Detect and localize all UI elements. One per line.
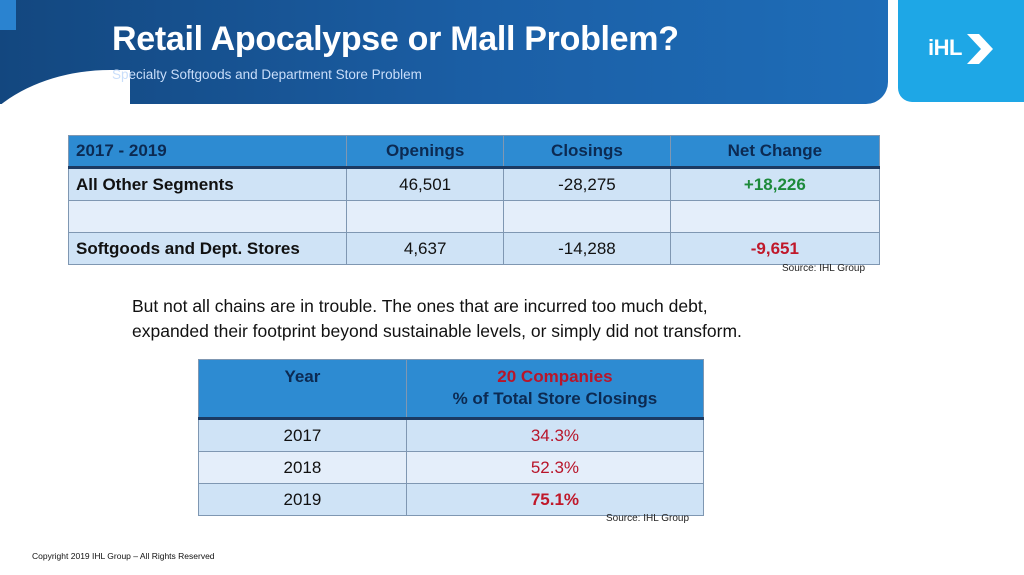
table2-source: Source: IHL Group	[606, 513, 690, 524]
closings-cell: -28,275	[503, 167, 671, 201]
chevron-right-icon	[967, 34, 993, 64]
net-change-cell	[669, 200, 881, 233]
pct-cell: 52.3%	[405, 451, 705, 484]
table-row: All Other Segments 46,501 -28,275 +18,22…	[67, 167, 881, 201]
header-band	[0, 0, 888, 104]
copyright-notice: Copyright 2019 IHL Group – All Rights Re…	[32, 551, 215, 561]
header-openings: Openings	[346, 135, 505, 169]
header-pct: 20 Companies % of Total Store Closings	[405, 359, 705, 420]
closings-cell: -14,288	[503, 232, 671, 265]
closings-cell	[503, 200, 671, 233]
openings-cell: 4,637	[346, 232, 505, 265]
slide-subtitle: Specialty Softgoods and Department Store…	[112, 67, 422, 82]
header-period: 2017 - 2019	[67, 135, 348, 169]
header-net-change: Net Change	[669, 135, 881, 169]
table1-source: Source: IHL Group	[782, 263, 866, 274]
segment-cell: Softgoods and Dept. Stores	[67, 232, 348, 265]
net-change-cell: -9,651	[669, 232, 881, 265]
slide-title: Retail Apocalypse or Mall Problem?	[112, 20, 679, 58]
pct-cell: 75.1%	[405, 483, 705, 516]
segment-cell: All Other Segments	[67, 167, 348, 201]
segment-cell	[67, 200, 348, 233]
header-accent-stripe	[0, 0, 16, 30]
year-cell: 2019	[198, 483, 407, 516]
table-row: 2019 75.1%	[198, 483, 705, 516]
header-pct-subtitle: % of Total Store Closings	[452, 389, 658, 408]
year-cell: 2017	[198, 418, 407, 452]
year-cell: 2018	[198, 451, 407, 484]
net-change-cell: +18,226	[669, 167, 881, 201]
logo-text: iHL	[928, 35, 962, 60]
paragraph-line: But not all chains are in trouble. The o…	[132, 296, 708, 316]
table-row: 2018 52.3%	[198, 451, 705, 484]
closings-share-table: Year 20 Companies % of Total Store Closi…	[198, 359, 705, 516]
table-row	[67, 200, 881, 233]
table-header-row: 2017 - 2019 Openings Closings Net Change	[67, 135, 881, 169]
openings-cell: 46,501	[346, 167, 505, 201]
paragraph-line: expanded their footprint beyond sustaina…	[132, 321, 742, 341]
header-year: Year	[198, 359, 407, 420]
table-header-row: Year 20 Companies % of Total Store Closi…	[198, 359, 705, 420]
openings-closings-table: 2017 - 2019 Openings Closings Net Change…	[67, 135, 881, 265]
pct-cell: 34.3%	[405, 418, 705, 452]
body-paragraph: But not all chains are in trouble. The o…	[132, 294, 852, 344]
header-pct-title: 20 Companies	[497, 367, 613, 386]
openings-cell	[346, 200, 505, 233]
header-closings: Closings	[503, 135, 671, 169]
table-row: Softgoods and Dept. Stores 4,637 -14,288…	[67, 232, 881, 265]
table-row: 2017 34.3%	[198, 418, 705, 452]
ihl-logo: iHL	[898, 0, 1024, 102]
